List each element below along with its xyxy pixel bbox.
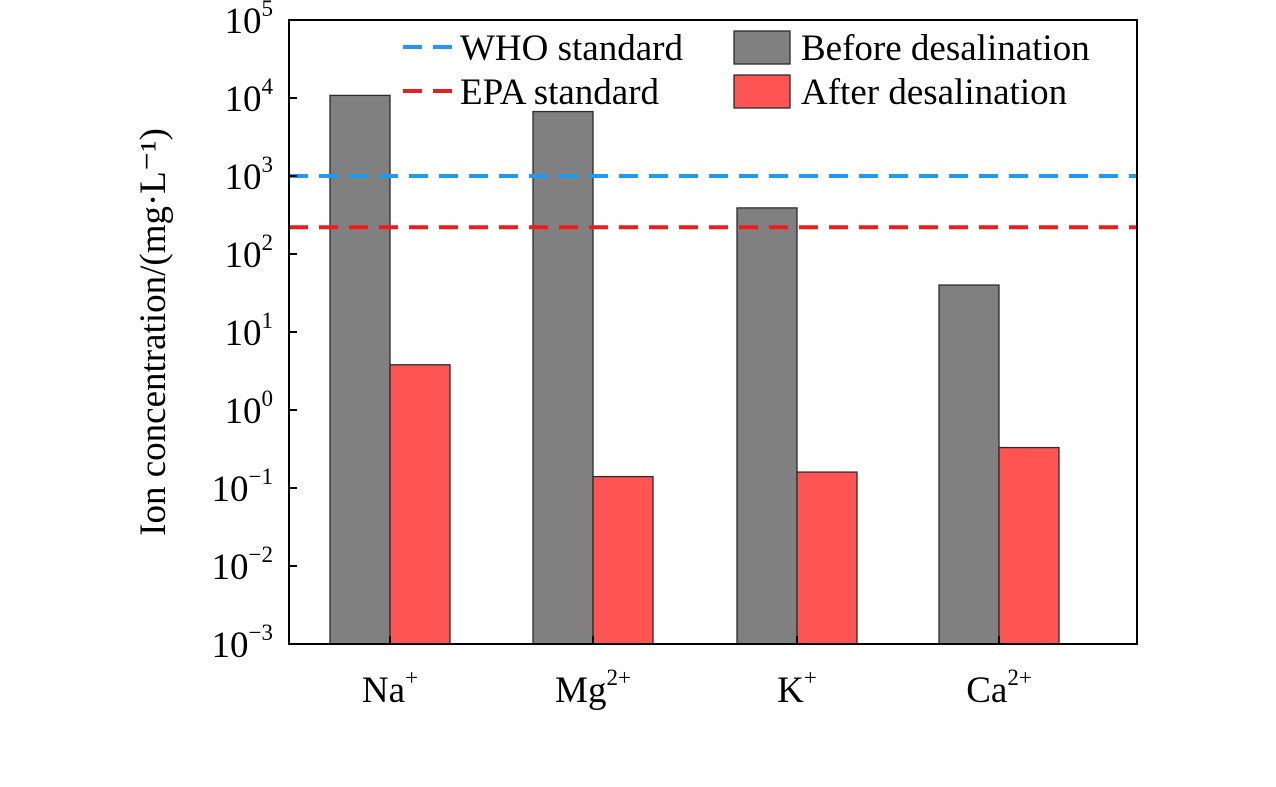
x-tick-label-k: K+ [777,665,817,711]
bar-after-ca [998,446,1060,645]
y-tick-label: 104 [225,74,274,120]
bar-after-k [796,471,858,645]
y-tick-label: 100 [225,386,274,432]
y-tick-label: 101 [225,308,274,354]
y-tick-label: 105 [225,0,274,42]
y-tick-label: 10−3 [212,620,273,666]
legend-after-label: After desalination [801,72,1067,113]
x-tick-label-mg: Mg2+ [555,665,631,711]
legend-who-label: WHO standard [460,28,683,69]
y-tick-label: 102 [225,230,274,276]
x-tick-label-ca: Ca2+ [966,665,1032,711]
legend-epa-label: EPA standard [460,72,660,113]
bar-before-na [329,94,391,645]
legend-before-label: Before desalination [801,28,1090,69]
bar-before-mg [532,110,594,645]
bar-before-k [736,207,798,645]
y-tick-label: 10−1 [212,464,273,510]
bar-after-na [389,364,451,645]
legend-after-swatch [733,74,791,109]
y-tick-label: 103 [225,152,274,198]
x-tick-label-na: Na+ [362,665,418,711]
bar-after-mg [592,475,654,645]
bar-before-ca [938,284,1000,645]
legend-before-swatch [733,30,791,65]
y-tick-label: 10−2 [212,542,273,588]
y-axis-label: Ion concentration/(mg·L⁻¹) [133,128,174,536]
